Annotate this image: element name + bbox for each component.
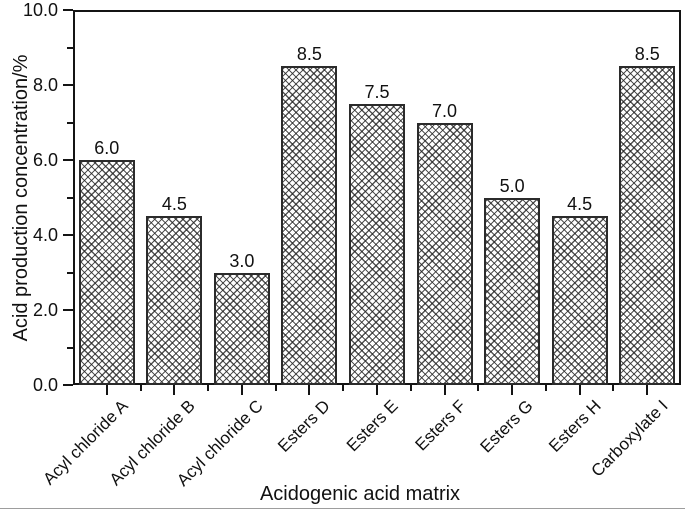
bar (416, 122, 473, 385)
y-axis-title: Acid production concentration/% (10, 54, 32, 342)
bar-value-label: 6.0 (94, 138, 120, 158)
x-axis-minor-tick (544, 385, 547, 391)
x-axis-minor-tick (274, 385, 277, 391)
page-divider-line (0, 508, 685, 509)
x-axis-minor-tick (612, 385, 615, 391)
y-axis-tick-label: 10.0 (22, 0, 58, 20)
x-axis-minor-tick (477, 385, 480, 391)
y-axis-minor-tick (67, 121, 73, 124)
y-axis-major-tick (63, 309, 73, 311)
bar (213, 272, 270, 385)
bar-value-label: 7.5 (364, 81, 390, 102)
y-axis-minor-tick (67, 271, 73, 274)
bar-value-label: 4.5 (161, 194, 187, 215)
x-axis-major-tick (105, 385, 108, 395)
bar (551, 216, 608, 385)
y-axis-minor-tick (67, 346, 73, 349)
bar (281, 66, 338, 385)
x-axis-minor-tick (139, 385, 142, 391)
bar-value-label: 5.0 (499, 175, 525, 196)
y-axis-major-tick (63, 234, 73, 236)
bar (484, 197, 541, 385)
y-axis-tick-label: 4.0 (32, 225, 58, 245)
x-axis-major-tick (443, 385, 446, 395)
y-axis-tick-label: 2.0 (32, 300, 58, 320)
bar (349, 103, 405, 385)
x-axis-title: Acidogenic acid matrix (259, 483, 461, 505)
bar-value-label: 8.5 (634, 44, 660, 65)
y-axis-minor-tick (67, 196, 73, 199)
x-axis-minor-tick (207, 385, 210, 391)
x-axis-major-tick (511, 385, 514, 395)
y-axis-major-tick (63, 159, 73, 161)
x-axis-major-tick (308, 385, 311, 395)
bar (619, 66, 676, 385)
y-axis-major-tick (63, 9, 73, 11)
bar (146, 216, 203, 385)
bar-value-label: 8.5 (296, 44, 322, 65)
x-axis-minor-tick (342, 385, 345, 391)
x-axis-major-tick (240, 385, 243, 395)
y-axis-tick-label: 8.0 (32, 75, 58, 95)
x-axis-major-tick (578, 385, 581, 395)
y-axis-tick-label: 0.0 (32, 375, 58, 395)
x-axis-major-tick (376, 385, 378, 395)
y-axis-tick-label: 6.0 (32, 150, 58, 170)
bar-value-label: 3.0 (229, 250, 255, 271)
bar-value-label: 4.5 (567, 194, 593, 215)
x-axis-major-tick (646, 385, 649, 395)
y-axis-minor-tick (67, 46, 73, 49)
x-axis-major-tick (173, 385, 176, 395)
y-axis-major-tick (63, 84, 73, 86)
y-axis-major-tick (63, 384, 73, 386)
bar-value-label: 7.0 (432, 100, 458, 121)
bar (78, 160, 135, 385)
x-axis-minor-tick (409, 385, 412, 391)
